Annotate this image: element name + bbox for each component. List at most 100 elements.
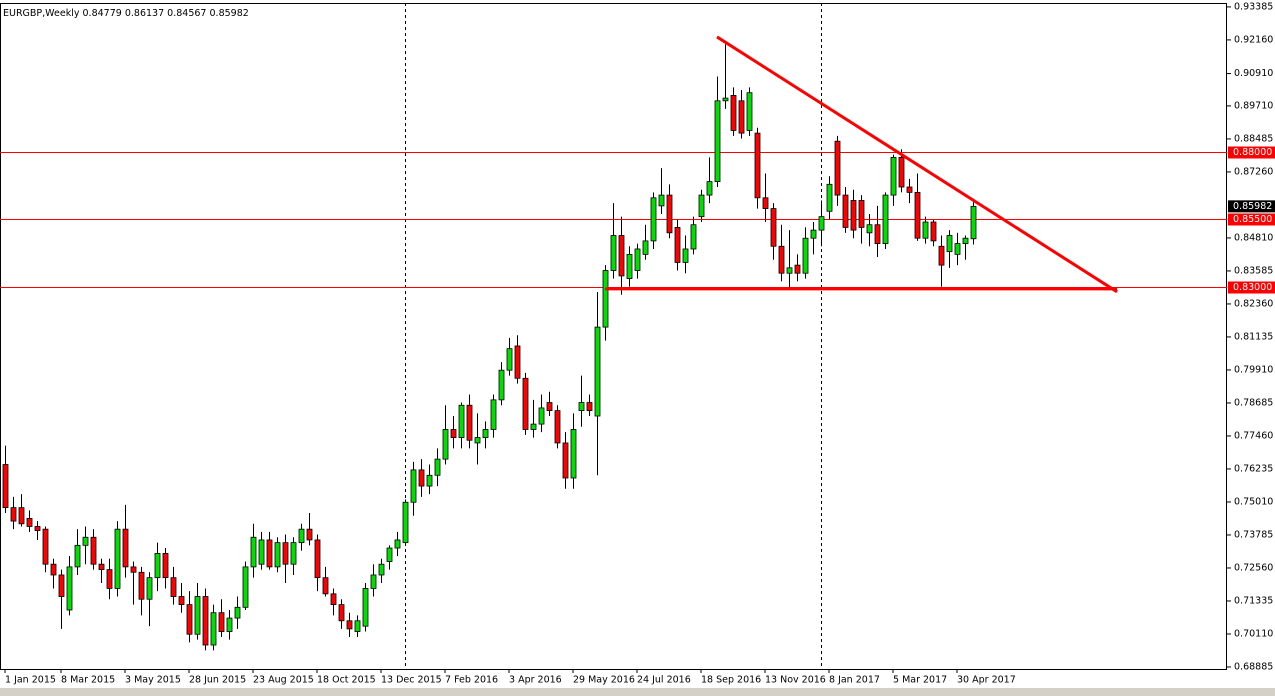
price-label-box <box>1228 200 1275 213</box>
candle-body <box>202 596 209 646</box>
x-tick-label: 24 Jul 2016 <box>637 675 691 686</box>
candle-body <box>938 245 945 266</box>
x-tick-label: 28 Jun 2015 <box>189 675 246 686</box>
candle-body <box>346 620 353 630</box>
candle-body <box>490 399 497 430</box>
candle-body <box>306 528 313 541</box>
candle-body <box>802 237 809 274</box>
candle-body <box>66 566 73 611</box>
candle-body <box>298 528 305 544</box>
candle-body <box>570 429 577 479</box>
candle-body <box>810 229 817 239</box>
candle-body <box>226 617 233 632</box>
candle-body <box>274 542 281 568</box>
candle-body <box>850 200 857 231</box>
candle-body <box>450 429 457 438</box>
tab-strip <box>0 688 1275 696</box>
candle-body <box>442 429 449 460</box>
candle-body <box>474 437 481 444</box>
y-tick-label: 0.68885 <box>1234 661 1273 672</box>
candle-body <box>82 536 89 546</box>
candle-body <box>322 577 329 595</box>
candle-body <box>954 243 961 255</box>
candle-body <box>786 267 793 274</box>
candle-body <box>98 563 105 570</box>
level-label: 0.88000 <box>1233 147 1272 158</box>
y-tick-label: 0.92160 <box>1234 34 1273 45</box>
candle-body <box>186 604 193 635</box>
candle-body <box>906 186 913 193</box>
y-tick-label: 0.82360 <box>1234 298 1273 309</box>
candle-body <box>50 563 57 576</box>
candle-body <box>122 528 129 568</box>
candle-body <box>554 410 561 444</box>
level-label-box <box>1228 281 1275 294</box>
candle-body <box>682 248 689 263</box>
candle-body <box>586 402 593 412</box>
x-tick-label: 8 Jan 2017 <box>829 675 880 686</box>
candle-body <box>338 604 345 622</box>
candle-body <box>418 469 425 487</box>
x-tick-label: 3 Apr 2016 <box>509 675 562 686</box>
candle-body <box>258 539 265 565</box>
candle-body <box>714 100 721 183</box>
candle-body <box>114 528 121 589</box>
candle-body <box>178 596 185 606</box>
candle-body <box>394 539 401 549</box>
candle-body <box>242 566 249 608</box>
candle-body <box>730 95 737 131</box>
candle-body <box>426 474 433 487</box>
candle-body <box>626 253 633 280</box>
plot-frame <box>0 3 1227 670</box>
candle-body <box>546 402 553 412</box>
candle-body <box>74 544 81 568</box>
price-label: 0.85982 <box>1233 201 1272 212</box>
level-label-box <box>1228 213 1275 226</box>
candle-body <box>946 235 953 253</box>
symbol: EURGBP,Weekly <box>3 8 80 19</box>
candle-body <box>594 326 601 417</box>
candle-body <box>970 205 977 240</box>
candle-body <box>690 224 697 250</box>
candle-body <box>882 194 889 244</box>
x-tick-label: 3 May 2015 <box>125 675 181 686</box>
high: 0.86137 <box>125 8 164 19</box>
candle-body <box>650 197 657 242</box>
candle-body <box>434 458 441 476</box>
candle-body <box>10 507 17 522</box>
candle-body <box>610 235 617 271</box>
candle-body <box>138 571 145 600</box>
candle-body <box>362 588 369 627</box>
candle-body <box>930 221 937 242</box>
y-tick-label: 0.73785 <box>1234 529 1273 540</box>
candle-body <box>866 224 873 234</box>
candle-body <box>282 542 289 565</box>
candle-body <box>634 248 641 271</box>
level-label: 0.85500 <box>1233 214 1272 225</box>
low: 0.84567 <box>167 8 206 19</box>
x-tick-label: 1 Jan 2015 <box>5 675 56 686</box>
candle-body <box>722 97 729 102</box>
candle-body <box>618 235 625 277</box>
x-tick-label: 29 May 2016 <box>573 675 635 686</box>
candle-body <box>354 620 361 632</box>
x-tick-label: 8 Mar 2015 <box>61 675 115 686</box>
candle-body <box>762 197 769 209</box>
candle-body <box>522 377 529 430</box>
y-tick-label: 0.77460 <box>1234 430 1273 441</box>
candle-body <box>778 245 785 274</box>
candle-body <box>754 132 761 199</box>
candle-body <box>18 507 25 525</box>
candle-body <box>42 528 49 565</box>
close: 0.85982 <box>210 8 249 19</box>
candle-body <box>770 208 777 247</box>
candle-body <box>90 536 97 565</box>
candle-body <box>234 606 241 619</box>
candle-body <box>250 536 257 568</box>
candle-body <box>698 194 705 218</box>
candle-body <box>26 517 33 527</box>
y-tick-label: 0.70110 <box>1234 628 1273 639</box>
candle-body <box>314 539 321 579</box>
candle-body <box>210 612 217 646</box>
trend-line <box>716 35 1118 294</box>
